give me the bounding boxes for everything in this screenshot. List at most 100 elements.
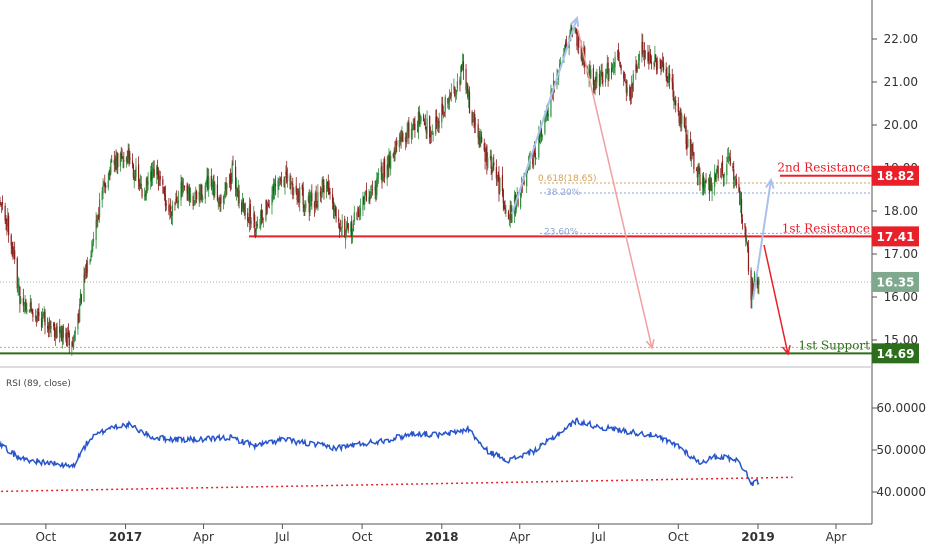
candle-body <box>35 316 37 321</box>
candle-body <box>746 241 748 243</box>
candle-body <box>320 193 322 199</box>
candle-body <box>620 64 622 71</box>
candle-body <box>747 246 750 272</box>
candle-body <box>490 155 492 169</box>
candle-body <box>176 202 179 204</box>
candle-body <box>643 51 645 52</box>
candle-body <box>115 157 117 170</box>
price-tick-label: 21.00 <box>884 75 918 89</box>
badge-1st-support-bg <box>872 343 919 364</box>
candle-body <box>202 197 204 201</box>
candle-body <box>296 192 298 201</box>
candle-body <box>195 191 197 200</box>
candle-body <box>117 153 119 168</box>
candle-body <box>278 182 280 183</box>
candle-body <box>19 286 21 305</box>
candle-body <box>357 208 359 216</box>
candle-body <box>42 314 44 316</box>
candle-body <box>323 185 325 193</box>
candle-body <box>382 173 384 181</box>
candle-body <box>377 173 380 176</box>
candle-body <box>673 98 675 103</box>
candle-body <box>163 187 166 196</box>
candle-body <box>589 69 591 79</box>
candle-body <box>623 79 626 81</box>
candle-body <box>740 196 742 205</box>
candle-body <box>352 223 355 232</box>
candle-body <box>238 190 240 204</box>
candle-body <box>107 180 109 188</box>
candle-body <box>483 143 485 150</box>
candle-body <box>407 121 409 132</box>
candle-body <box>625 81 627 93</box>
candle-body <box>253 213 255 221</box>
candle-body <box>181 181 183 193</box>
candle-body <box>479 136 481 146</box>
candle-body <box>43 311 45 317</box>
candle-body <box>37 311 39 313</box>
candle-body <box>551 88 553 90</box>
candle-body <box>481 136 483 143</box>
candle-body <box>404 136 407 142</box>
candle-body <box>578 37 580 48</box>
candle-body <box>305 203 307 208</box>
candle-body <box>389 156 391 167</box>
time-tick-label: 2018 <box>425 530 458 544</box>
candle-body <box>565 42 567 48</box>
candle-body <box>234 166 237 189</box>
candle-body <box>235 186 238 192</box>
candle-body <box>629 86 631 97</box>
candle-body <box>410 128 413 139</box>
candle-body <box>708 178 710 182</box>
candle-body <box>72 336 75 349</box>
level-labels: 2nd Resistance 1st Resistance 1st Support 0… <box>538 161 870 353</box>
candle-body <box>174 202 176 204</box>
candle-body <box>599 75 601 85</box>
candle-body <box>280 179 282 181</box>
candle-body <box>588 67 590 80</box>
candle-body <box>686 143 688 149</box>
candle-body <box>727 156 730 159</box>
candle-body <box>147 181 149 185</box>
candle-body <box>265 200 267 221</box>
candle-body <box>146 178 148 186</box>
candle-body <box>636 64 638 71</box>
candle-body <box>449 93 452 96</box>
candle-body <box>243 205 245 211</box>
candle-body <box>392 154 394 157</box>
candle-body <box>206 176 208 185</box>
candle-body <box>702 175 705 189</box>
time-tick-label: Oct <box>35 530 56 544</box>
candle-body <box>125 156 128 163</box>
candle-body <box>714 172 716 187</box>
candle-body <box>307 195 309 202</box>
candle-body <box>695 169 698 171</box>
candle-body <box>607 62 609 80</box>
candle-body <box>283 179 285 187</box>
badge-1st-resistance: 17.41 <box>877 230 915 244</box>
candle-body <box>678 113 680 123</box>
candle-body <box>108 171 110 181</box>
time-tick-label: Apr <box>509 530 530 544</box>
candle-body <box>619 61 621 64</box>
candle-body <box>648 58 650 61</box>
candle-body <box>280 180 283 182</box>
candle-body <box>374 186 376 191</box>
candle-body <box>77 314 79 330</box>
candle-body <box>570 26 572 33</box>
candle-body <box>637 62 640 66</box>
candle-body <box>608 68 610 79</box>
candle-body <box>649 54 652 63</box>
candle-body <box>485 147 487 161</box>
candle-body <box>201 185 203 200</box>
rsi-line <box>0 417 760 487</box>
candle-body <box>575 29 577 32</box>
candle-body <box>430 131 432 136</box>
candle-body <box>630 83 633 100</box>
rsi-indicator <box>0 417 793 493</box>
candle-body <box>350 223 352 233</box>
candle-body <box>132 164 134 178</box>
candle-body <box>547 114 549 117</box>
candle-body <box>159 175 161 180</box>
candle-body <box>709 176 711 190</box>
